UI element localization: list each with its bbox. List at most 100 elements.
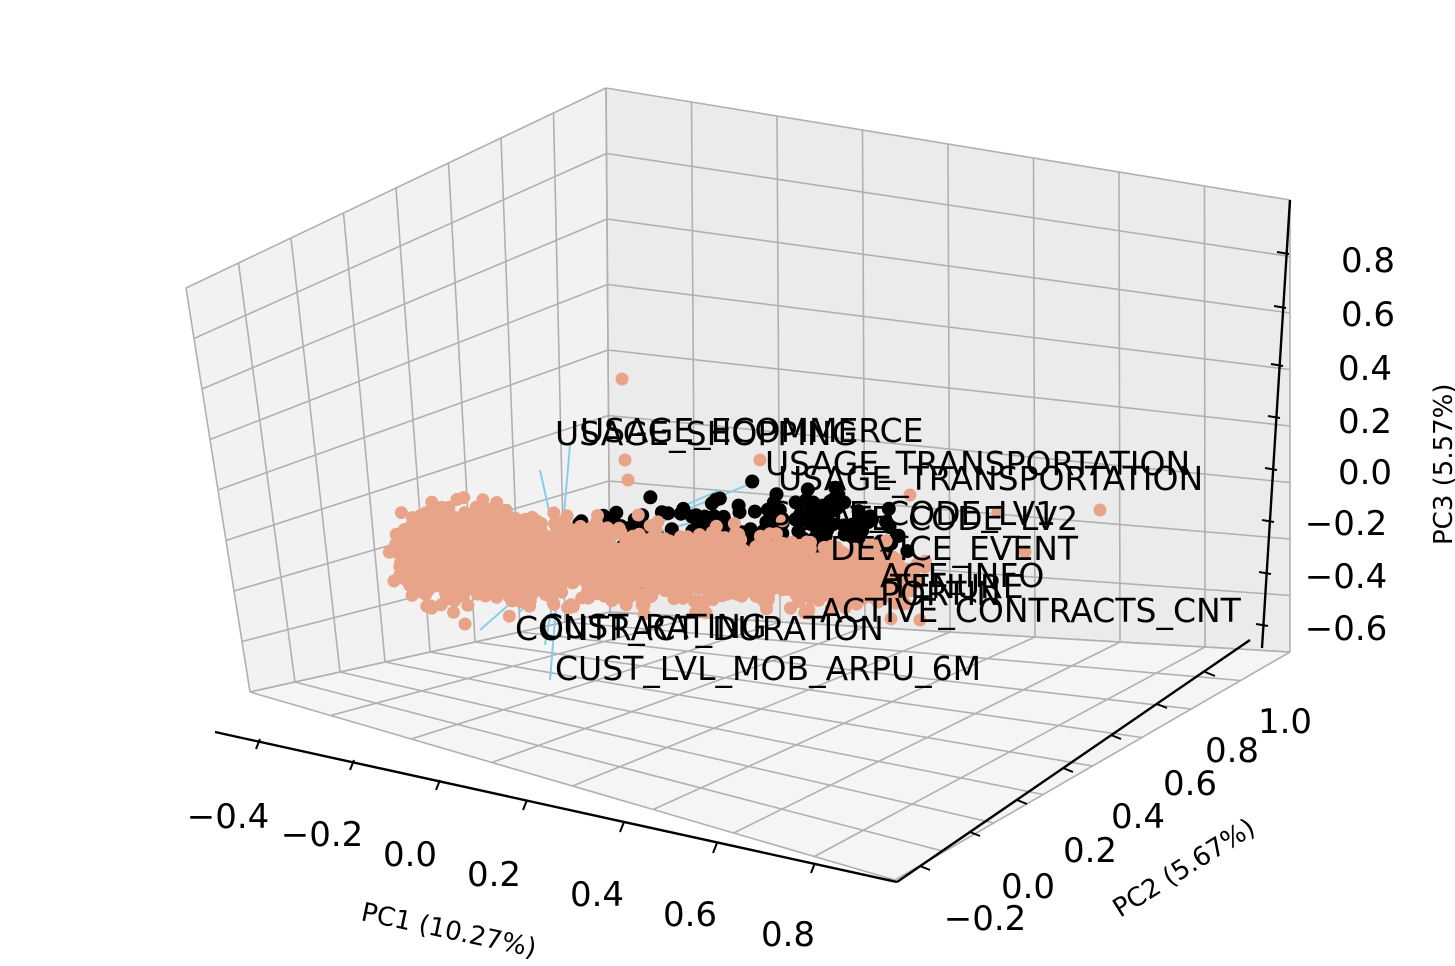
score-point [624, 564, 638, 578]
score-point-dark [800, 482, 815, 497]
score-point [560, 550, 574, 563]
score-point [503, 590, 517, 604]
score-point [632, 527, 646, 541]
score-point [598, 534, 611, 548]
score-point [703, 541, 717, 554]
score-point [637, 598, 651, 612]
x-tick-label: −0.2 [281, 815, 364, 855]
score-point [510, 514, 524, 528]
score-point [414, 511, 428, 525]
score-point [692, 581, 705, 595]
score-point [439, 593, 453, 606]
score-point-outlier [389, 545, 403, 559]
score-point [639, 538, 653, 552]
loading-label: USAGE_ECOMMERCE [580, 411, 923, 450]
score-point [692, 594, 706, 608]
score-point [714, 550, 728, 563]
score-point-dark [708, 492, 723, 507]
score-point [547, 506, 561, 520]
score-points [382, 372, 1107, 631]
score-point [602, 554, 615, 568]
x-tick-label: 0.2 [467, 855, 521, 895]
score-point [540, 584, 554, 598]
score-point-dark [837, 527, 852, 542]
score-point [830, 541, 844, 555]
score-point [455, 542, 469, 556]
score-point [467, 547, 481, 561]
score-point [798, 606, 812, 620]
z-tick-label: −0.2 [1305, 504, 1388, 544]
score-point-outlier [913, 613, 927, 627]
score-point [800, 586, 813, 600]
score-point [571, 522, 585, 536]
score-point-dark [881, 501, 896, 516]
score-point-outlier [753, 453, 767, 467]
score-point-dark [664, 522, 679, 537]
score-point [858, 576, 872, 590]
score-point [864, 559, 878, 573]
score-point [440, 520, 454, 534]
score-point [786, 577, 800, 591]
score-point [804, 535, 817, 549]
score-point [811, 570, 825, 584]
score-point [756, 568, 769, 582]
score-point [505, 574, 519, 588]
score-point [612, 526, 626, 540]
loading-label: ACTIVE_CONTRACTS_CNT [820, 591, 1242, 630]
score-point [511, 563, 525, 577]
score-point-dark [643, 490, 658, 505]
z-axis-label: PC3 (5.57%) [1429, 383, 1455, 545]
score-point [650, 567, 664, 580]
z-tick-label: 0.0 [1338, 453, 1392, 493]
score-point [689, 606, 702, 620]
score-point [888, 561, 902, 574]
score-point-dark [797, 508, 812, 523]
score-point [521, 548, 535, 562]
score-point-outlier [1093, 503, 1107, 517]
score-point [828, 565, 842, 579]
loading-label: USAGE_TRANSPORTATION [778, 459, 1203, 498]
tick-labels: −0.4 −0.2 0.0 0.2 0.4 0.6 0.8 −0.20.00.20.40.60… [187, 241, 1395, 955]
score-point [750, 583, 764, 596]
y-tick-label: 0.6 [1163, 764, 1217, 804]
score-point [482, 540, 495, 554]
loading-label: DEVICE_EVENT [830, 529, 1079, 568]
score-point [439, 544, 453, 558]
score-point-outlier [991, 505, 1005, 519]
score-point-outlier [387, 574, 401, 588]
score-point [723, 541, 737, 555]
score-point [589, 561, 603, 575]
z-tick-label: 0.2 [1338, 402, 1392, 442]
score-point [427, 532, 441, 546]
score-point [854, 545, 868, 559]
score-point [866, 586, 880, 600]
score-point [667, 581, 681, 595]
score-point [502, 609, 516, 623]
score-point [483, 529, 497, 543]
score-point [554, 579, 568, 593]
score-point [712, 530, 726, 544]
score-point [416, 545, 430, 559]
score-point [523, 593, 537, 607]
z-tick-label: 0.6 [1341, 295, 1395, 335]
score-point [544, 553, 558, 567]
score-point [572, 554, 586, 568]
score-point [566, 576, 580, 590]
score-point-outlier [1018, 545, 1032, 559]
score-point-dark [900, 544, 915, 559]
x-tick-label: 0.4 [570, 875, 624, 915]
loading-label: STATE_CODE_LV1 [770, 494, 1056, 533]
score-point [806, 556, 819, 569]
z-tick-label: −0.6 [1305, 609, 1388, 649]
score-point [676, 591, 690, 605]
score-point [563, 600, 577, 614]
loading-label: CONTRACT_DURATION [515, 609, 884, 648]
score-point [547, 598, 561, 611]
score-point [458, 518, 471, 532]
score-point [621, 544, 635, 558]
z-tick-label: 0.8 [1341, 241, 1395, 281]
loading-label: USAGE_TRANSPORTATION [765, 444, 1190, 483]
score-point [525, 510, 539, 524]
score-point [702, 573, 716, 587]
y-tick-label: 0.8 [1205, 731, 1259, 771]
